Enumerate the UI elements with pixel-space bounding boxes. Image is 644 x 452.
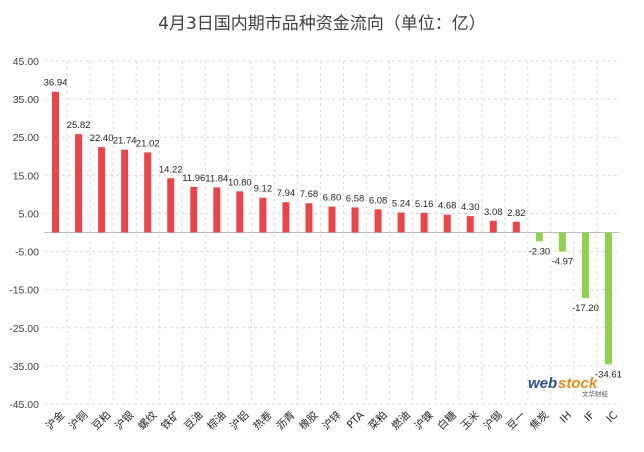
data-label: 5.16 (415, 199, 434, 210)
y-tick-label: -5.00 (15, 247, 39, 259)
data-label: 11.96 (182, 173, 205, 184)
bar (581, 232, 589, 299)
bar (190, 186, 198, 233)
category-label: IH (558, 409, 574, 425)
data-label: 6.58 (346, 193, 365, 204)
category-label: 沥青 (274, 408, 298, 432)
data-label: 11.84 (205, 173, 228, 184)
bar (52, 91, 60, 233)
y-tick-label: -45.00 (9, 399, 39, 411)
bar (121, 149, 129, 233)
y-tick-label: 15.00 (13, 170, 39, 182)
bar (512, 221, 520, 233)
category-label: 豆一 (505, 409, 529, 433)
watermark-brand-left: web (528, 375, 557, 392)
bar (466, 216, 474, 233)
data-label: 10.80 (228, 177, 252, 188)
category-label: 棕油 (204, 408, 228, 432)
data-label: 21.02 (136, 138, 160, 149)
bar (443, 214, 451, 233)
bar (397, 212, 405, 233)
category-label-layer: 沪金 沪铜 豆粕 沪银 螺纹 铁矿 豆油 棕油 沪铝 热卷 沥青 橡胶 沪锌 PTA 菜粕 燃油 沪镍 白糖 玉米沪… (43, 408, 620, 432)
category-label: 热卷 (251, 408, 275, 432)
category-label: 焦炭 (527, 408, 551, 432)
bar (236, 191, 244, 233)
category-label: IF (582, 409, 597, 424)
bar (558, 232, 566, 252)
category-label: 沪银 (112, 408, 136, 432)
category-label: 玉米 (458, 408, 482, 432)
data-label: 36.94 (44, 78, 68, 89)
data-label: 7.68 (300, 189, 319, 200)
data-label: -2.30 (529, 246, 551, 257)
bar (167, 178, 175, 233)
watermark-sub: 文华财经 (582, 389, 609, 398)
bar (328, 206, 336, 233)
bar (604, 232, 612, 365)
category-label: 橡胶 (297, 408, 321, 432)
data-label: 4.30 (461, 202, 480, 213)
category-label: 沪铝 (227, 408, 251, 432)
category-label: 螺纹 (135, 408, 159, 432)
watermark-brand-right: stock (558, 375, 598, 392)
bar (489, 220, 497, 233)
category-label: 燃油 (389, 408, 413, 432)
category-label: 沪金 (43, 408, 67, 432)
category-label: 沪锡 (481, 408, 505, 432)
data-label: 21.74 (113, 136, 137, 147)
category-label: 豆粕 (89, 408, 113, 432)
data-label: -4.97 (552, 256, 574, 267)
bar (282, 202, 290, 233)
data-label: 7.94 (277, 188, 296, 199)
bar (259, 197, 267, 233)
bar (374, 209, 382, 233)
data-label: 9.12 (254, 184, 273, 195)
category-label: 白糖 (435, 408, 459, 432)
y-tick-label: -35.00 (9, 361, 39, 373)
data-label: 22.40 (90, 133, 114, 144)
category-label: 沪铜 (66, 408, 90, 432)
data-label: -17.20 (572, 303, 599, 314)
data-label: 5.24 (392, 199, 411, 210)
bar (305, 203, 313, 233)
bar (351, 207, 359, 233)
watermark-logo: web stock 文华财经 (528, 375, 609, 398)
chart-title: 4月3日国内期市品种资金流向（单位：亿） (158, 14, 486, 34)
category-label: 豆油 (181, 408, 205, 432)
data-label: 4.68 (438, 201, 457, 212)
bar (98, 147, 106, 233)
data-label: 6.08 (369, 195, 388, 206)
y-tick-label: 25.00 (13, 132, 39, 144)
y-tick-label: 45.00 (13, 56, 39, 68)
data-label: 2.82 (507, 208, 526, 219)
bar (535, 232, 543, 242)
data-label: 6.80 (323, 193, 342, 204)
bar-layer (52, 91, 612, 365)
y-tick-label: -25.00 (9, 323, 39, 335)
bar (213, 187, 221, 233)
bar (420, 212, 428, 233)
y-tick-label: 35.00 (13, 94, 39, 106)
category-label: 菜粕 (366, 408, 390, 432)
y-tick-label: 5.00 (19, 208, 40, 220)
data-label: 3.08 (484, 207, 503, 218)
grid-layer: 45.00 35.00 25.00 15.00 5.00 -5.00 -15.00 -25.0… (9, 56, 620, 411)
data-label: 14.22 (159, 164, 183, 175)
category-label: IC (604, 409, 620, 425)
category-label: 沪镍 (412, 408, 436, 432)
bar (75, 134, 83, 233)
bar (144, 152, 152, 233)
category-label: 铁矿 (158, 408, 182, 432)
category-label: 沪锌 (320, 408, 344, 432)
data-label: -34.61 (595, 369, 622, 380)
category-label: PTA (345, 409, 368, 432)
y-tick-label: -15.00 (9, 285, 39, 297)
data-label: 25.82 (67, 120, 91, 131)
